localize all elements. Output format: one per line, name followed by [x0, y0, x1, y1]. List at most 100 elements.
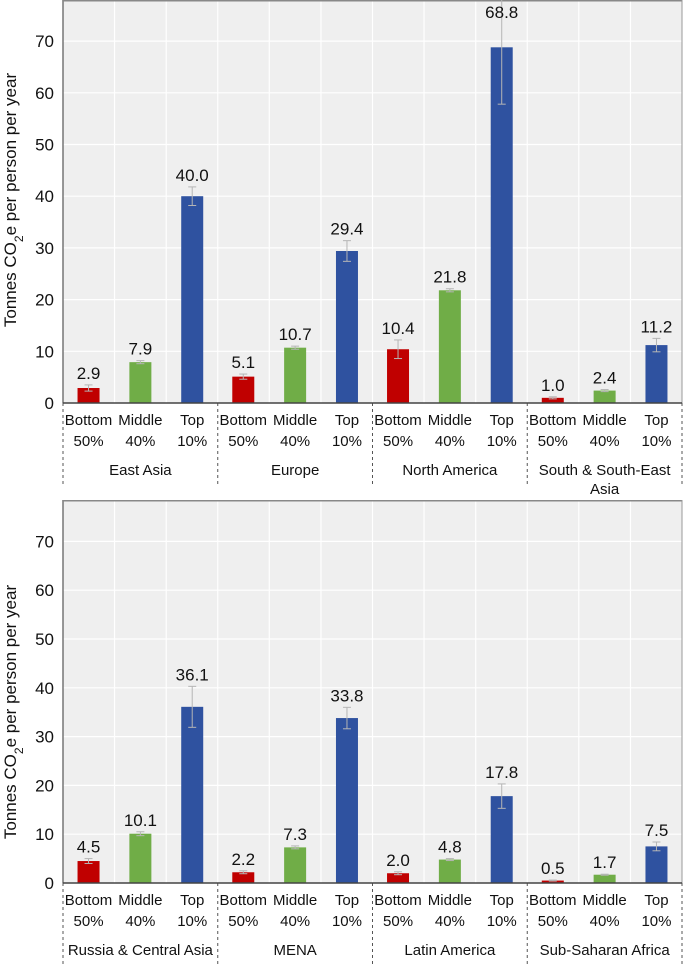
data-label: 68.8 [485, 3, 518, 22]
category-label: Bottom [220, 412, 268, 429]
category-label: Middle [118, 892, 162, 909]
category-label: 10% [641, 913, 671, 930]
category-label: 10% [487, 433, 517, 450]
category-label: Top [490, 412, 514, 429]
bar [438, 859, 461, 883]
data-label: 2.2 [231, 850, 255, 869]
category-label: Top [180, 412, 204, 429]
category-label: Top [335, 892, 359, 909]
y-tick-label: 40 [35, 187, 54, 206]
y-tick-label: 20 [35, 291, 54, 310]
bar [77, 861, 100, 883]
category-label: Top [180, 892, 204, 909]
chart-panel-1: 0 10 20 30 40 50 60 70 Tonnes CO2e per person pe… [1, 0, 683, 498]
category-label: 40% [590, 913, 620, 930]
data-label: 7.3 [283, 825, 307, 844]
category-label: 50% [74, 913, 104, 930]
data-label: 40.0 [176, 166, 209, 185]
y-tick-label: 10 [35, 342, 54, 361]
category-label: Top [335, 412, 359, 429]
y-tick-label: 50 [35, 136, 54, 155]
category-label: 40% [435, 433, 465, 450]
y-tick-label: 30 [35, 728, 54, 747]
chart-panel-2: 0 10 20 30 40 50 60 70 Tonnes CO2e per person pe… [1, 500, 683, 967]
data-label: 2.9 [77, 364, 101, 383]
data-label: 11.2 [641, 317, 673, 336]
bar [490, 47, 513, 403]
group-label: South & South-East [539, 462, 672, 479]
category-label: 40% [125, 433, 155, 450]
category-label: 10% [177, 913, 207, 930]
category-label: Bottom [65, 892, 113, 909]
bar [541, 880, 564, 883]
y-tick-label: 0 [45, 394, 54, 413]
group-label: Russia & Central Asia [68, 942, 214, 959]
bar [129, 833, 152, 883]
data-label: 2.0 [386, 851, 410, 870]
category-label: 40% [125, 913, 155, 930]
y-tick-label: 50 [35, 630, 54, 649]
y-axis-label: Tonnes CO2e per person per year [1, 73, 26, 328]
category-label: Bottom [220, 892, 268, 909]
category-label: 50% [228, 913, 258, 930]
group-label: Asia [590, 481, 620, 498]
category-label: Middle [583, 892, 627, 909]
data-label: 17.8 [485, 763, 518, 782]
data-label: 33.8 [330, 686, 363, 705]
bar [77, 388, 100, 403]
bar [593, 390, 616, 403]
bar [645, 345, 668, 403]
y-tick-label: 60 [35, 581, 54, 600]
category-label: 10% [332, 913, 362, 930]
category-label: Top [644, 412, 668, 429]
group-label: East Asia [109, 462, 172, 479]
data-label: 2.4 [593, 369, 617, 388]
category-label: Top [644, 892, 668, 909]
bar [232, 872, 255, 883]
category-label: Middle [583, 412, 627, 429]
bar [387, 349, 410, 403]
category-label: Middle [428, 892, 472, 909]
data-label: 4.8 [438, 838, 462, 857]
y-axis-label: Tonnes CO2e per person per year [1, 585, 26, 840]
category-label: 40% [590, 433, 620, 450]
data-label: 10.4 [381, 319, 414, 338]
bar [284, 347, 307, 403]
category-label: 10% [487, 913, 517, 930]
data-label: 29.4 [330, 220, 363, 239]
category-label: Bottom [529, 412, 577, 429]
category-label: 50% [74, 433, 104, 450]
data-label: 10.1 [124, 811, 157, 830]
bar [335, 251, 358, 403]
category-label: 50% [383, 433, 413, 450]
y-tick-label: 0 [45, 874, 54, 893]
bar [181, 196, 204, 403]
category-label: Bottom [374, 412, 422, 429]
data-label: 1.0 [541, 376, 565, 395]
bar [181, 706, 204, 883]
bar [438, 290, 461, 403]
category-label: 10% [641, 433, 671, 450]
category-label: Bottom [374, 892, 422, 909]
bar [593, 874, 616, 883]
bar [284, 847, 307, 883]
data-label: 5.1 [231, 353, 255, 372]
category-label: 40% [435, 913, 465, 930]
data-label: 10.7 [279, 325, 312, 344]
data-label: 7.5 [645, 821, 669, 840]
data-label: 4.5 [77, 838, 101, 857]
category-label: Bottom [65, 412, 113, 429]
category-label: Middle [273, 412, 317, 429]
data-label: 1.7 [593, 853, 617, 872]
bar [490, 796, 513, 883]
data-label: 7.9 [129, 340, 153, 359]
category-label: 40% [280, 433, 310, 450]
bar [541, 397, 564, 403]
y-tick-label: 60 [35, 84, 54, 103]
category-label: 40% [280, 913, 310, 930]
group-label: MENA [273, 942, 316, 959]
category-label: Middle [428, 412, 472, 429]
category-label: Middle [273, 892, 317, 909]
bar [129, 362, 152, 403]
group-label: Latin America [404, 942, 496, 959]
